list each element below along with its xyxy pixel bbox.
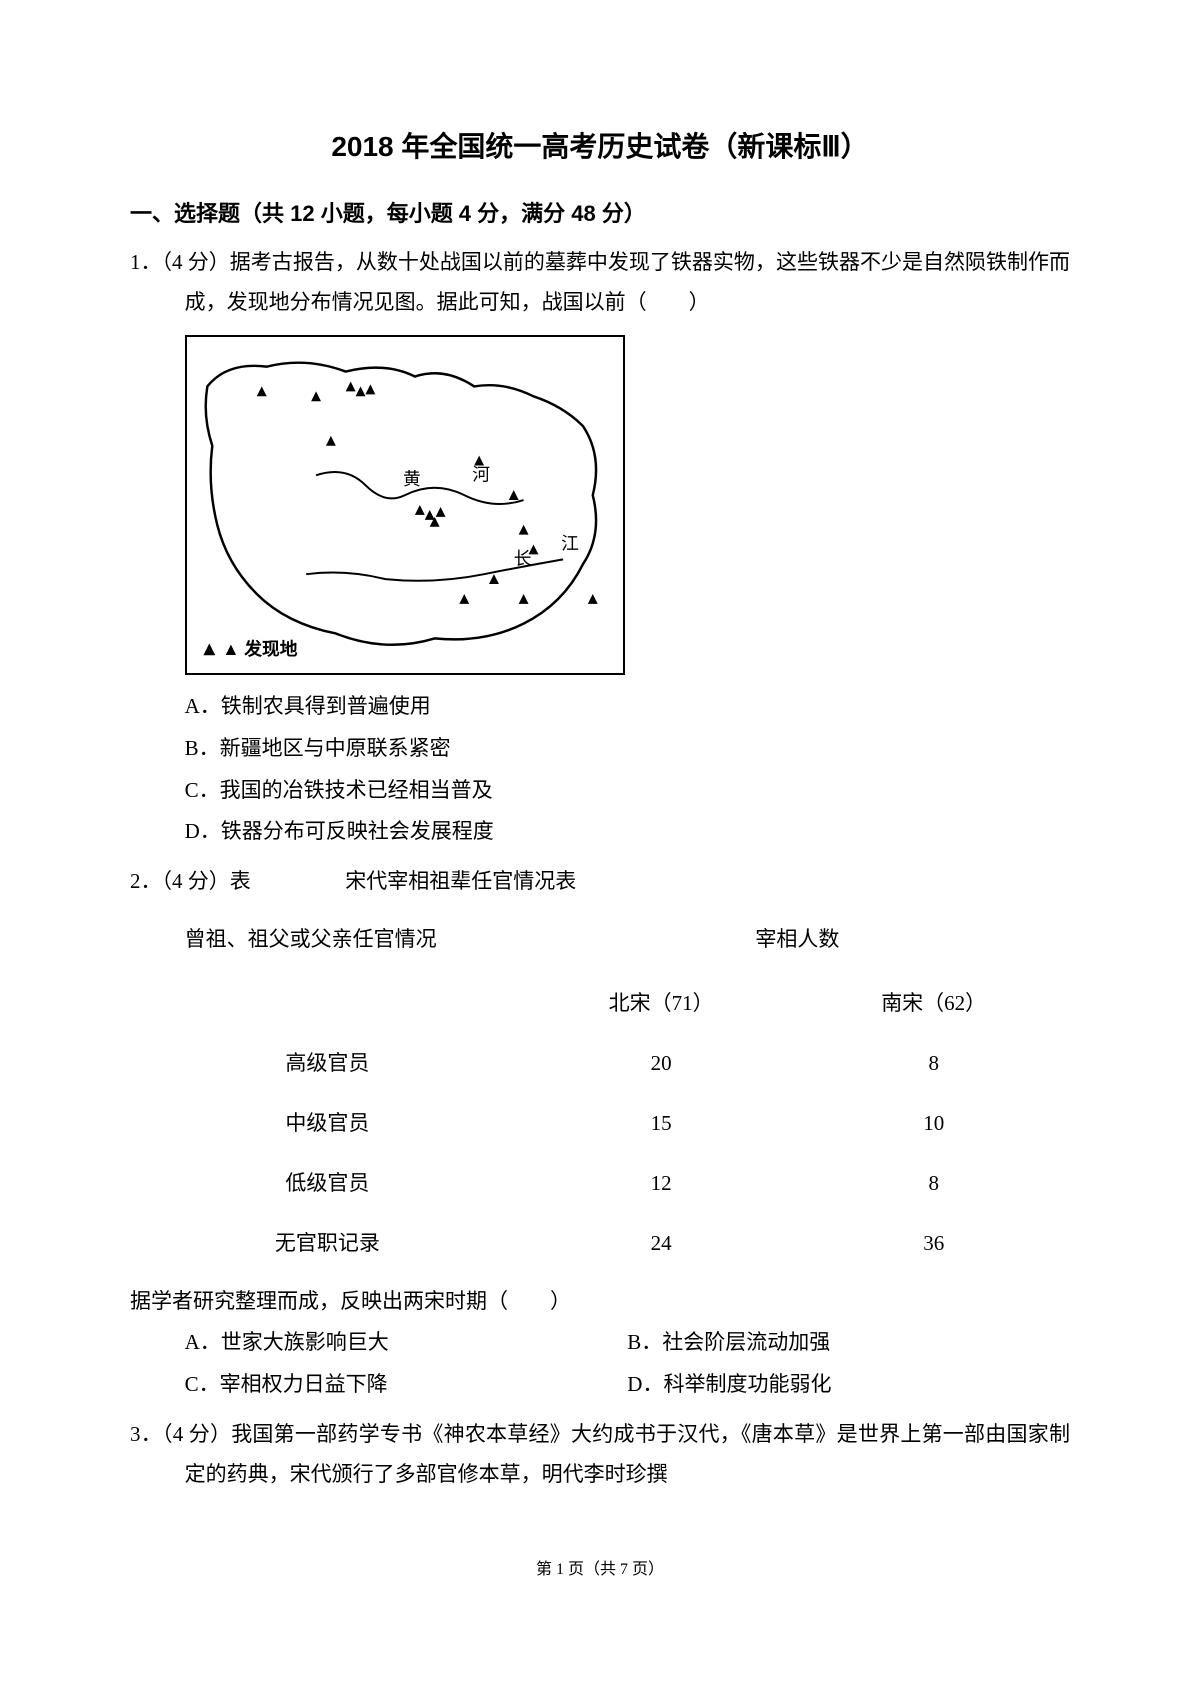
sub-1: 北宋（71） [525,974,798,1034]
table-row: 中级官员 15 10 [130,1094,1070,1154]
sub-2: 南宋（62） [797,974,1070,1034]
q2-option-b: B．社会阶层流动加强 [627,1323,1070,1363]
cell: 12 [525,1154,798,1214]
q2-table-title: 宋代宰相祖辈任官情况表 [345,869,576,893]
q3-number: 3．（4 分） [130,1422,231,1446]
q1-text: 1．（4 分）据考古报告，从数十处战国以前的墓葬中发现了铁器实物，这些铁器不少是… [130,243,1070,323]
cell: 中级官员 [130,1094,525,1154]
q1-option-d: D．铁器分布可反映社会发展程度 [130,812,1070,852]
q2-after-text: 据学者研究整理而成，反映出两宋时期（ ） [130,1282,1070,1322]
legend-triangle [203,643,215,655]
q2-table: 曾祖、祖父或父亲任官情况 宰相人数 北宋（71） 南宋（62） 高级官员 20 … [130,910,1070,1273]
q1-number: 1．（4 分） [130,250,230,274]
markers [256,381,597,603]
sub-0 [130,974,525,1034]
map-svg: 黄 河 长 江 [187,337,623,673]
q1-option-a: A．铁制农具得到普遍使用 [130,687,1070,727]
cell: 24 [525,1214,798,1274]
cell: 10 [797,1094,1070,1154]
q3-text: 3．（4 分）我国第一部药学专书《神农本草经》大约成书于汉代，《唐本草》是世界上… [130,1415,1070,1495]
q3-body: 我国第一部药学专书《神农本草经》大约成书于汉代，《唐本草》是世界上第一部由国家制… [185,1422,1070,1486]
cell: 8 [797,1154,1070,1214]
cell: 15 [525,1094,798,1154]
q1-map: 黄 河 长 江 [185,335,625,675]
cell: 36 [797,1214,1070,1274]
cell: 8 [797,1034,1070,1094]
q1-option-b: B．新疆地区与中原联系紧密 [130,729,1070,769]
table-row: 高级官员 20 8 [130,1034,1070,1094]
cell: 高级官员 [130,1034,525,1094]
label-chang: 长 [513,548,531,568]
table-header-row: 曾祖、祖父或父亲任官情况 宰相人数 [130,910,1070,974]
table-row: 低级官员 12 8 [130,1154,1070,1214]
q2-option-a: A．世家大族影响巨大 [185,1323,628,1363]
q1-body: 据考古报告，从数十处战国以前的墓葬中发现了铁器实物，这些铁器不少是自然陨铁制作而… [185,250,1070,314]
q2-options-row1: A．世家大族影响巨大 B．社会阶层流动加强 [130,1323,1070,1363]
question-1: 1．（4 分）据考古报告，从数十处战国以前的墓葬中发现了铁器实物，这些铁器不少是… [130,243,1070,852]
q2-number: 2．（4 分）表 [130,869,251,893]
exam-title: 2018 年全国统一高考历史试卷（新课标Ⅲ） [130,120,1070,173]
legend-text: ▲ 发现地 [222,638,298,659]
section-1-header: 一、选择题（共 12 小题，每小题 4 分，满分 48 分） [130,193,1070,235]
q2-option-d: D．科举制度功能弱化 [627,1365,1070,1405]
th-1: 曾祖、祖父或父亲任官情况 [130,910,525,974]
china-outline [205,362,595,644]
label-he: 河 [472,464,490,484]
label-huang: 黄 [403,469,421,489]
cell: 低级官员 [130,1154,525,1214]
label-jiang: 江 [561,533,579,553]
cell: 无官职记录 [130,1214,525,1274]
page-footer: 第 1 页（共 7 页） [130,1555,1070,1585]
cell: 20 [525,1034,798,1094]
q2-text: 2．（4 分）表 宋代宰相祖辈任官情况表 [130,862,1070,902]
th-2: 宰相人数 [525,910,1070,974]
question-3: 3．（4 分）我国第一部药学专书《神农本草经》大约成书于汉代，《唐本草》是世界上… [130,1415,1070,1495]
table-row: 无官职记录 24 36 [130,1214,1070,1274]
q2-options-row2: C．宰相权力日益下降 D．科举制度功能弱化 [130,1365,1070,1405]
q2-option-c: C．宰相权力日益下降 [185,1365,628,1405]
table-subheader-row: 北宋（71） 南宋（62） [130,974,1070,1034]
q1-option-c: C．我国的冶铁技术已经相当普及 [130,771,1070,811]
question-2: 2．（4 分）表 宋代宰相祖辈任官情况表 曾祖、祖父或父亲任官情况 宰相人数 北… [130,862,1070,1405]
